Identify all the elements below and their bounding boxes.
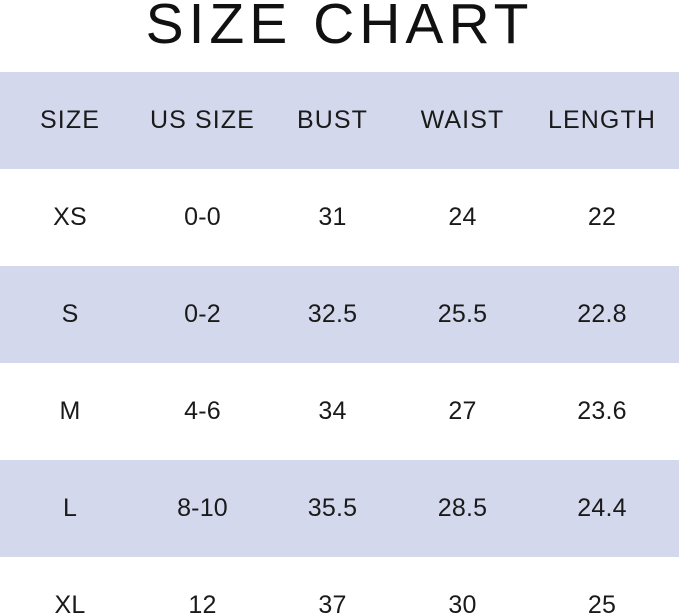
table-row: XS 0-0 31 24 22 (0, 169, 679, 266)
cell-waist: 28.5 (437, 494, 488, 522)
table-row: XL 12 37 30 25 (0, 557, 679, 615)
cell-bust: 32.5 (307, 300, 358, 328)
table-header: SIZE US SIZE BUST WAIST LENGTH (0, 72, 679, 169)
cell-bust: 37 (318, 591, 347, 615)
table-row: S 0-2 32.5 25.5 22.8 (0, 266, 679, 363)
table-header-row: SIZE US SIZE BUST WAIST LENGTH (0, 72, 679, 169)
cell-size: XS (53, 203, 87, 231)
column-header-length: LENGTH (547, 106, 656, 134)
cell-length: 25 (587, 591, 617, 615)
cell-length: 22 (587, 203, 617, 231)
cell-waist: 30 (448, 591, 477, 615)
size-chart-table: SIZE US SIZE BUST WAIST LENGTH XS 0-0 31… (0, 72, 679, 615)
cell-us-size: 4-6 (184, 397, 221, 425)
cell-length: 24.4 (577, 494, 627, 522)
cell-size: M (59, 397, 81, 425)
cell-us-size: 8-10 (177, 494, 228, 522)
cell-size: XL (54, 591, 86, 615)
cell-size: L (62, 494, 78, 522)
cell-bust: 31 (318, 203, 347, 231)
cell-size: S (61, 300, 79, 328)
column-header-bust: BUST (296, 106, 369, 134)
cell-waist: 24 (448, 203, 477, 231)
table-row: L 8-10 35.5 28.5 24.4 (0, 460, 679, 557)
column-header-waist: WAIST (420, 106, 505, 134)
cell-waist: 27 (448, 397, 477, 425)
table-row: M 4-6 34 27 23.6 (0, 363, 679, 460)
column-header-us-size: US SIZE (150, 106, 255, 134)
cell-bust: 34 (318, 397, 347, 425)
cell-length: 23.6 (577, 397, 627, 425)
cell-waist: 25.5 (437, 300, 488, 328)
column-header-size: SIZE (40, 106, 100, 134)
cell-us-size: 0-2 (184, 300, 221, 328)
cell-us-size: 12 (188, 591, 217, 615)
cell-us-size: 0-0 (184, 203, 221, 231)
cell-length: 22.8 (577, 300, 627, 328)
cell-bust: 35.5 (307, 494, 358, 522)
table-body: XS 0-0 31 24 22 S 0-2 32.5 25.5 22.8 M 4… (0, 169, 679, 615)
page-title: SIZE CHART (145, 0, 534, 56)
